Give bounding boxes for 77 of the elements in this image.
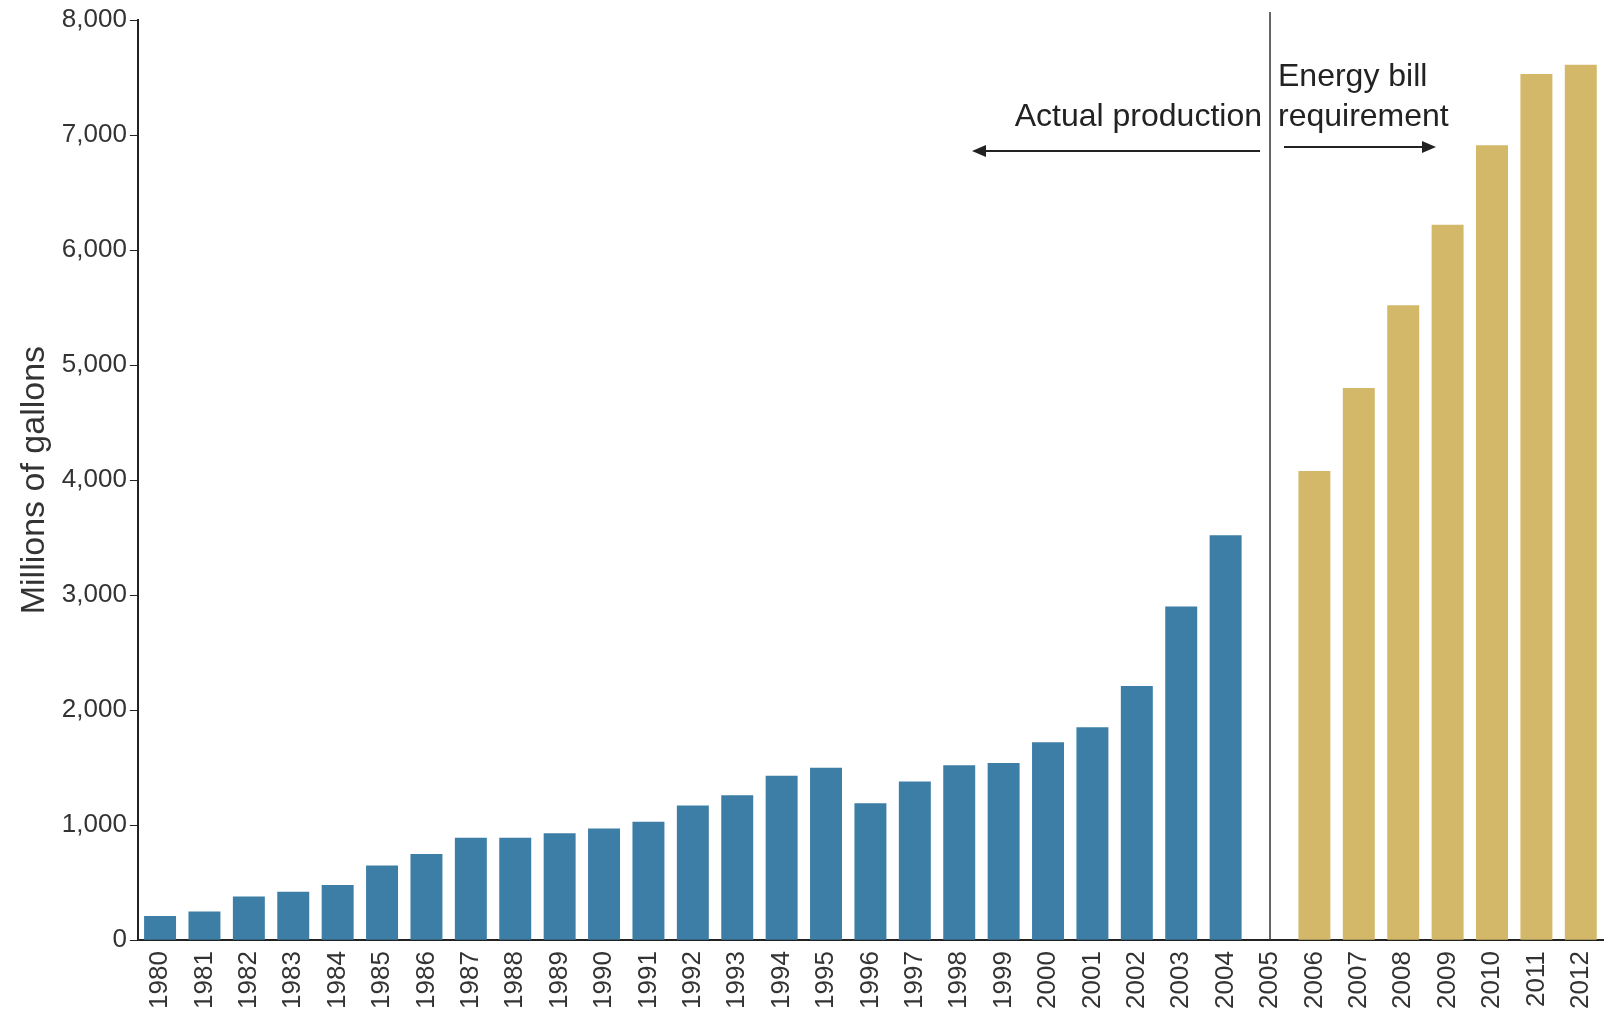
bar bbox=[1120, 685, 1153, 940]
bar bbox=[1032, 742, 1065, 940]
x-tick-label: 1980 bbox=[143, 951, 174, 1009]
x-tick-label: 2007 bbox=[1341, 951, 1372, 1009]
x-tick-label: 2010 bbox=[1475, 951, 1506, 1009]
bar bbox=[1387, 305, 1420, 940]
bar bbox=[454, 837, 487, 940]
bar bbox=[1520, 74, 1553, 940]
x-tick-label: 2004 bbox=[1208, 951, 1239, 1009]
bar bbox=[943, 765, 976, 940]
x-tick-label: 1996 bbox=[853, 951, 884, 1009]
bar bbox=[588, 828, 621, 940]
annotation: Energy bill requirement bbox=[1278, 57, 1449, 133]
x-tick-label: 1990 bbox=[587, 951, 618, 1009]
y-tick-label: 1,000 bbox=[61, 808, 127, 839]
bar bbox=[1076, 727, 1109, 940]
x-tick-label: 1993 bbox=[720, 951, 751, 1009]
x-tick-label: 2000 bbox=[1031, 951, 1062, 1009]
y-tick-label: 7,000 bbox=[61, 118, 127, 149]
bar bbox=[144, 916, 177, 940]
bar bbox=[676, 805, 709, 940]
bar bbox=[1209, 535, 1242, 940]
bar bbox=[499, 837, 532, 940]
x-tick-label: 1991 bbox=[631, 951, 662, 1009]
bar bbox=[410, 853, 443, 940]
x-tick-label: 2001 bbox=[1075, 951, 1106, 1009]
bar bbox=[1431, 224, 1464, 940]
x-tick-label: 2006 bbox=[1297, 951, 1328, 1009]
x-tick-label: 1982 bbox=[232, 951, 263, 1009]
x-tick-label: 1989 bbox=[542, 951, 573, 1009]
x-tick-label: 1984 bbox=[320, 951, 351, 1009]
x-tick-label: 1992 bbox=[676, 951, 707, 1009]
x-tick-label: 1999 bbox=[986, 951, 1017, 1009]
bar bbox=[987, 763, 1020, 940]
x-tick-label: 1995 bbox=[809, 951, 840, 1009]
y-tick-label: 4,000 bbox=[61, 463, 127, 494]
y-tick-label: 6,000 bbox=[61, 233, 127, 264]
x-tick-label: 2003 bbox=[1164, 951, 1195, 1009]
bar bbox=[721, 795, 754, 940]
bar bbox=[898, 781, 931, 940]
bar bbox=[1564, 64, 1597, 940]
x-tick-label: 2002 bbox=[1119, 951, 1150, 1009]
x-tick-label: 2011 bbox=[1519, 951, 1550, 1008]
bar bbox=[854, 803, 887, 940]
bar bbox=[188, 911, 221, 940]
bar bbox=[632, 821, 665, 940]
bar bbox=[810, 767, 843, 940]
x-tick-label: 1997 bbox=[898, 951, 928, 1009]
bar bbox=[1165, 606, 1198, 940]
bar bbox=[366, 865, 399, 940]
bar bbox=[543, 833, 576, 940]
x-tick-label: 1985 bbox=[365, 951, 396, 1009]
y-tick-label: 3,000 bbox=[61, 578, 127, 609]
y-tick-label: 5,000 bbox=[61, 348, 127, 379]
bar bbox=[321, 884, 354, 940]
bar bbox=[1476, 145, 1508, 940]
x-tick-label: 1987 bbox=[454, 951, 485, 1009]
y-tick-label: 2,000 bbox=[61, 693, 127, 724]
x-tick-label: 2012 bbox=[1563, 951, 1594, 1009]
x-tick-label: 2005 bbox=[1253, 951, 1284, 1009]
bar bbox=[277, 891, 310, 940]
x-tick-label: 1986 bbox=[409, 951, 440, 1009]
y-axis-title: Millions of gallons bbox=[12, 345, 51, 615]
x-tick-label: 1983 bbox=[276, 951, 307, 1009]
y-tick-label: 0 bbox=[112, 923, 127, 954]
annotation: Actual production bbox=[1014, 97, 1263, 133]
bar bbox=[765, 775, 798, 940]
bar bbox=[1298, 470, 1331, 940]
x-tick-label: 1981 bbox=[187, 951, 218, 1009]
x-tick-label: 1988 bbox=[498, 951, 529, 1009]
bar bbox=[232, 896, 265, 940]
x-tick-label: 2009 bbox=[1430, 951, 1461, 1009]
x-tick-label: 1998 bbox=[942, 951, 973, 1009]
x-tick-label: 1994 bbox=[764, 951, 795, 1009]
x-tick-label: 2008 bbox=[1386, 951, 1417, 1009]
bar bbox=[1342, 388, 1375, 940]
y-tick-label: 8,000 bbox=[61, 3, 127, 34]
